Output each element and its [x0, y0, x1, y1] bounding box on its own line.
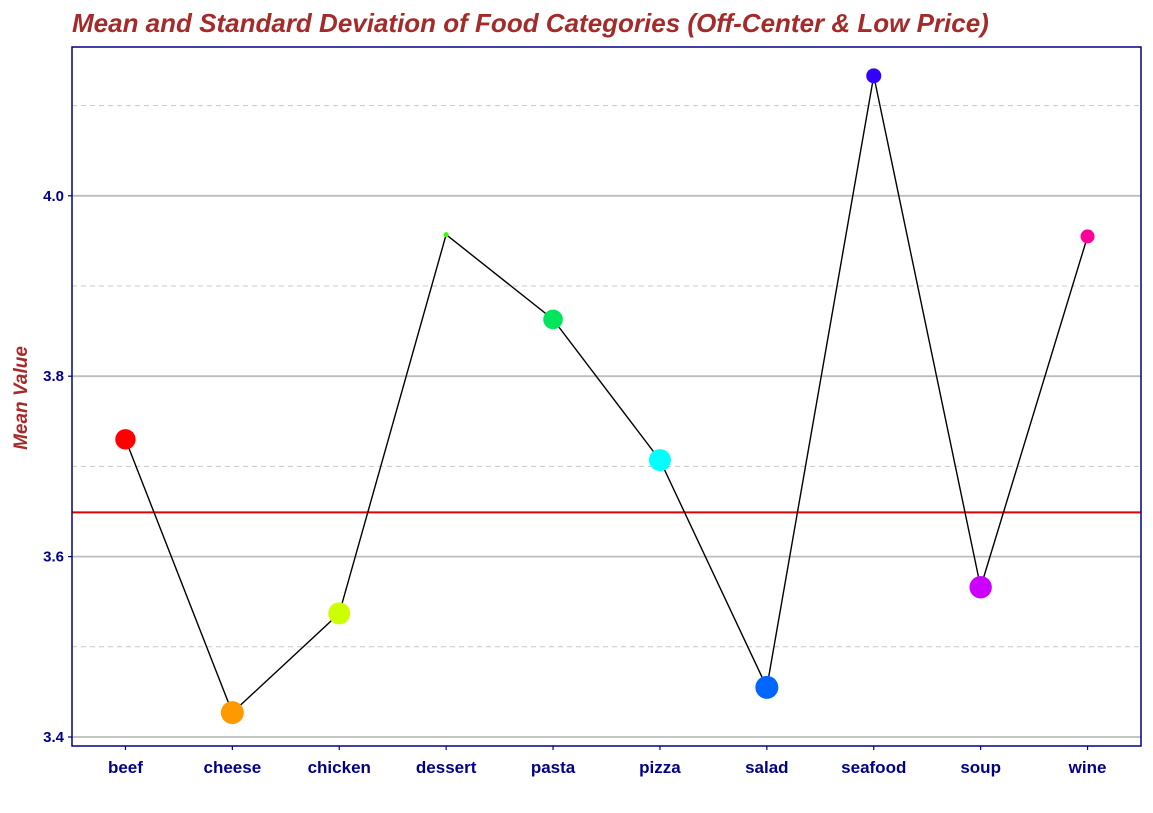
data-point-pasta — [543, 309, 563, 330]
data-point-salad — [755, 675, 779, 699]
x-tick-label: pasta — [531, 758, 576, 777]
y-tick-label: 3.4 — [43, 729, 65, 746]
x-tick-label: soup — [960, 758, 1001, 777]
y-tick-label: 3.8 — [43, 368, 64, 385]
panel-border — [71, 46, 1142, 747]
y-ticks: 3.4 3.6 3.8 4.0 — [43, 188, 72, 746]
x-tick-label: pizza — [639, 758, 681, 777]
x-tick-label: cheese — [204, 758, 262, 777]
chart-title: Mean and Standard Deviation of Food Cate… — [72, 8, 989, 38]
x-tick-label: salad — [745, 758, 788, 777]
x-tick-label: seafood — [841, 758, 906, 777]
data-point-wine — [1080, 229, 1095, 244]
x-tick-label: wine — [1068, 758, 1107, 777]
data-point-pizza — [648, 449, 671, 472]
data-point-chicken — [328, 602, 351, 625]
y-axis-label: Mean Value — [11, 346, 32, 450]
series-line — [124, 75, 1089, 714]
x-tick-label: chicken — [308, 758, 371, 777]
data-point-soup — [969, 576, 992, 599]
series-line-group — [124, 75, 1089, 714]
y-tick-label: 3.6 — [43, 549, 64, 566]
data-point-beef — [115, 429, 136, 450]
x-ticks: beef cheese chicken dessert pasta pizza salad s… — [108, 746, 1106, 777]
x-tick-label: dessert — [416, 758, 477, 777]
grid — [72, 47, 1141, 738]
data-point-dessert — [443, 232, 449, 238]
x-tick-label: beef — [108, 758, 143, 777]
data-point-cheese — [220, 701, 244, 725]
points-group — [115, 68, 1095, 725]
data-point-seafood — [866, 68, 882, 84]
y-tick-label: 4.0 — [43, 188, 64, 205]
